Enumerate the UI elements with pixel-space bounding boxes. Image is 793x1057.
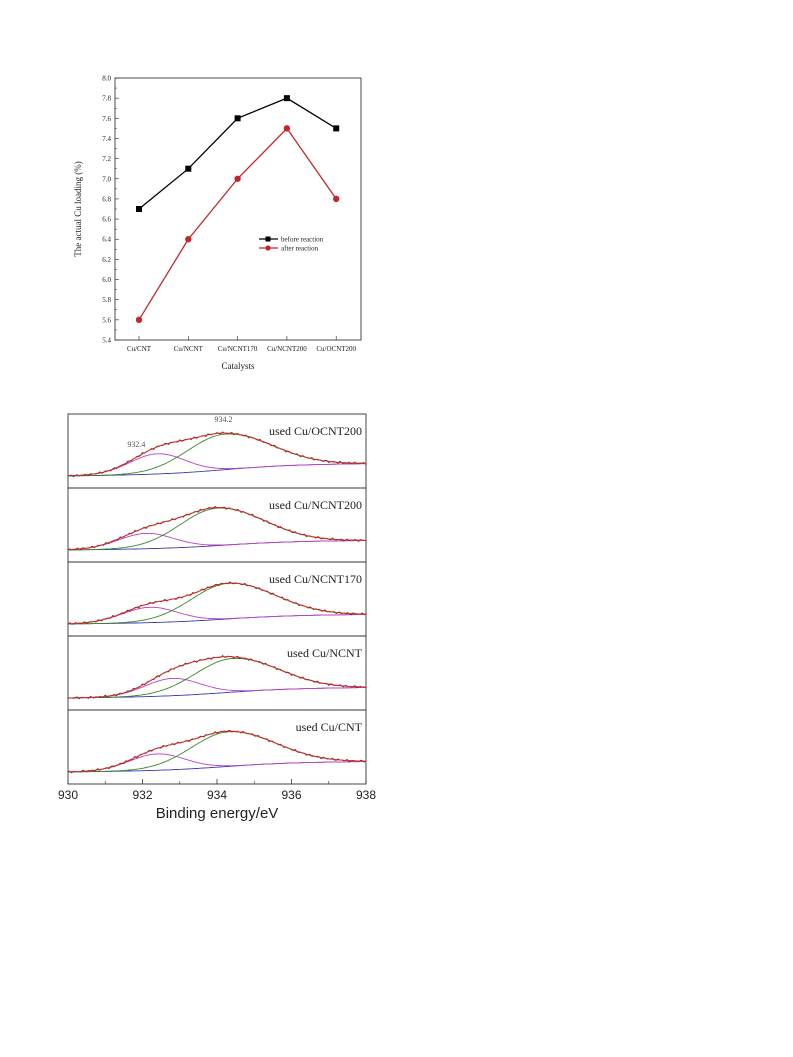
xps-panel: used Cu/NCNT200 xyxy=(67,487,367,563)
xps-x-tick-label: 934 xyxy=(207,788,227,802)
y-tick-label: 6.6 xyxy=(102,216,111,224)
background-curve xyxy=(68,687,366,699)
x-tick-label: Cu/NCNT170 xyxy=(218,345,258,353)
legend-marker-circle xyxy=(265,245,271,251)
data-point-circle xyxy=(234,175,241,182)
x-tick-label: Cu/NCNT xyxy=(174,345,204,353)
y-tick-label: 5.6 xyxy=(102,316,111,324)
legend-label-1: after reaction xyxy=(281,245,319,253)
fit-envelope-curve xyxy=(68,730,366,773)
loading-chart: 5.4 5.6 5.8 6.0 6.2 6.4 6.6 6.8 7.0 7.2 7.4 7.6 7.8 8… xyxy=(73,75,362,371)
series-line-0 xyxy=(138,97,337,210)
xps-panel: used Cu/CNT xyxy=(67,709,367,785)
data-point-circle xyxy=(185,236,192,243)
data-point-square xyxy=(234,115,241,122)
y-tick-label: 6.2 xyxy=(102,256,111,264)
xps-chart: used Cu/OCNT200 932.4 934.2 used Cu/NCNT200… xyxy=(58,413,376,822)
y-tick-label: 7.6 xyxy=(102,115,111,123)
y-tick-label: 6.0 xyxy=(102,276,111,284)
y-tick-label: 6.4 xyxy=(102,236,111,244)
data-point-circle xyxy=(135,316,143,324)
xps-panel: used Cu/NCNT xyxy=(67,635,367,711)
x-tick-label: Cu/NCNT200 xyxy=(267,345,307,353)
series-line-1 xyxy=(138,127,337,321)
data-point-circle xyxy=(283,125,291,132)
y-tick-label: 7.8 xyxy=(102,95,111,103)
panel-label: used Cu/NCNT170 xyxy=(269,572,362,586)
y-tick-label: 5.4 xyxy=(102,337,111,345)
xps-x-tick-label: 936 xyxy=(281,788,301,802)
xps-panel: used Cu/NCNT170 xyxy=(67,561,367,637)
fit-envelope-curve xyxy=(68,582,367,625)
panel-label: used Cu/NCNT200 xyxy=(269,498,362,512)
raw-spectrum-curve xyxy=(67,581,367,625)
peak-annotation-932: 932.4 xyxy=(127,440,145,449)
fit-envelope-curve xyxy=(68,656,366,699)
y-tick-label: 7.4 xyxy=(102,135,111,143)
xps-x-tick-label: 932 xyxy=(132,788,152,802)
legend-marker-square xyxy=(265,236,271,242)
raw-spectrum-curve xyxy=(67,506,367,551)
panel-label: used Cu/CNT xyxy=(296,720,363,734)
xps-x-tick-label: 930 xyxy=(58,788,78,802)
panel-label: used Cu/OCNT200 xyxy=(269,424,362,438)
panel-label: used Cu/NCNT xyxy=(287,646,363,660)
peak-annotation-934: 934.2 xyxy=(214,415,232,424)
xps-x-axis-title: Binding energy/eV xyxy=(156,805,279,822)
legend-label-0: before reaction xyxy=(281,236,324,244)
fit-envelope-curve xyxy=(67,507,366,551)
peak-low-curve xyxy=(67,453,366,477)
data-point-square xyxy=(283,95,290,102)
x-axis-title: Catalysts xyxy=(222,361,255,371)
y-tick-label: 6.8 xyxy=(102,195,111,203)
y-axis-title: The actual Cu loading (%) xyxy=(73,161,83,256)
data-point-square xyxy=(136,206,142,212)
data-point-circle xyxy=(333,195,340,203)
data-point-square xyxy=(185,165,192,172)
xps-x-tick-label: 938 xyxy=(356,788,376,802)
fit-envelope-curve xyxy=(67,432,366,477)
data-point-square xyxy=(333,125,340,132)
x-tick-label: Cu/OCNT200 xyxy=(316,345,356,353)
peak-low-curve xyxy=(68,753,366,773)
xps-panel: used Cu/OCNT200 932.4 934.2 xyxy=(67,413,367,489)
x-tick-label: Cu/CNT xyxy=(127,345,152,353)
y-tick-label: 5.8 xyxy=(102,296,111,304)
peak-high-curve xyxy=(68,507,366,551)
peak-high-curve xyxy=(68,582,367,625)
y-tick-label: 7.0 xyxy=(102,175,111,183)
y-tick-label: 7.2 xyxy=(102,155,111,163)
y-tick-label: 8.0 xyxy=(102,75,111,83)
peak-high-curve xyxy=(68,657,366,699)
